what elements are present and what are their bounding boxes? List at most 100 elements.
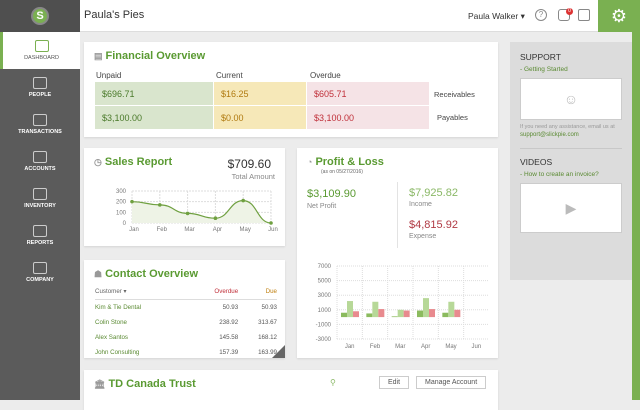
pie-icon: ◔ (307, 157, 313, 167)
x-tick-label: Feb (157, 227, 168, 233)
x-tick-label: May (445, 344, 456, 350)
sidebar-item-label: TRANSACTIONS (18, 129, 62, 135)
bell-icon[interactable]: 0 (558, 8, 573, 21)
contact-overview-card: ☗ Contact Overview Customer ▾ Overdue Due K… (84, 260, 285, 358)
customer-column-header[interactable]: Customer ▾ (95, 284, 190, 300)
pl-bar (347, 301, 353, 318)
pl-bar (397, 309, 404, 318)
sales-report-title: ◷ Sales Report (94, 156, 173, 168)
sales-total-label: Total Amount (231, 172, 275, 181)
accounts-icon (33, 151, 47, 163)
expense-value: $4,815.92 (409, 219, 458, 231)
financial-overview-card: ▤ Financial Overview Unpaid Current Overd… (84, 42, 498, 137)
payables-label: Payables (437, 113, 468, 122)
overdue-amount: 145.58 (219, 334, 239, 341)
user-menu[interactable]: Paula Walker ▾ (468, 11, 525, 21)
pl-bar (353, 311, 359, 318)
y-tick-label: 3000 (318, 293, 332, 299)
sidebar-item-people[interactable]: PEOPLE (0, 69, 80, 106)
sidebar: S DASHBOARD PEOPLE TRANSACTIONS ACCOUNTS INV… (0, 0, 80, 400)
customer-name[interactable]: John Consulting (95, 349, 140, 356)
due-amount: 163.99 (258, 349, 277, 356)
search-icon[interactable]: ⚲ (330, 378, 336, 387)
y-tick-label: 200 (116, 200, 127, 206)
x-tick-label: Mar (184, 227, 194, 233)
due-amount: 50.93 (261, 304, 277, 311)
video-thumbnail-play-icon[interactable]: ▶ (520, 183, 622, 233)
table-row[interactable]: John Consulting 157.39 163.99 (95, 345, 277, 360)
y-tick-label: 300 (116, 189, 127, 195)
x-tick-label: Jun (471, 344, 481, 350)
logo[interactable]: S (0, 0, 80, 32)
sales-line (131, 199, 272, 224)
payables-unpaid[interactable]: $3,100.00 (95, 106, 213, 129)
invoice-video-link[interactable]: - How to create an invoice? (520, 171, 599, 178)
sidebar-item-label: REPORTS (26, 240, 54, 246)
bank-title: 🏛 TD Canada Trust (94, 378, 196, 390)
sales-point (130, 199, 134, 204)
pl-bar (366, 313, 373, 318)
table-row[interactable]: Colin Stone 238.92 313.67 (95, 315, 277, 330)
header-unpaid: Unpaid (96, 71, 122, 80)
company-name[interactable]: Paula's Pies (84, 9, 145, 21)
sidebar-item-accounts[interactable]: ACCOUNTS (0, 143, 80, 180)
pl-bar (341, 312, 347, 318)
getting-started-link[interactable]: - Getting Started (520, 66, 568, 73)
divider (397, 182, 398, 248)
receivables-label: Receivables (434, 90, 475, 99)
sales-point (241, 198, 245, 203)
overdue-amount: 50.93 (222, 304, 239, 311)
payables-current[interactable]: $0.00 (214, 106, 306, 129)
receivables-unpaid[interactable]: $696.71 (95, 82, 213, 105)
sidebar-item-label: PEOPLE (28, 92, 52, 98)
income-value: $7,925.82 (409, 187, 458, 199)
table-row[interactable]: Alex Santos 145.58 168.12 (95, 330, 277, 345)
header: Paula's Pies Paula Walker ▾ ? 0 ⚙ (80, 0, 640, 32)
y-tick-label: 1000 (318, 308, 332, 314)
edit-button[interactable]: Edit (379, 376, 410, 389)
pl-bar (378, 309, 385, 318)
customer-name[interactable]: Kim & Tie Dental (95, 304, 142, 311)
help-icon[interactable]: ? (535, 9, 547, 21)
x-tick-label: May (240, 227, 251, 233)
due-amount: 313.67 (258, 319, 277, 326)
sales-point (185, 211, 190, 216)
bank-icon: 🏛 (94, 379, 106, 389)
sales-report-card: ◷ Sales Report $709.60 Total Amount 0 100 2… (84, 148, 285, 246)
receivables-overdue[interactable]: $605.71 (307, 82, 429, 105)
y-tick-label: 100 (116, 210, 127, 216)
receivables-current[interactable]: $16.25 (214, 82, 306, 105)
support-agent-image[interactable]: ☺ (520, 78, 622, 120)
chart-icon (34, 40, 49, 52)
as-of-date: (as on 05/27/2016) (321, 169, 363, 175)
support-email-link[interactable]: support@slickpie.com (520, 132, 579, 138)
payables-overdue[interactable]: $3,100.00 (307, 106, 429, 129)
reports-icon (33, 225, 47, 237)
contact-overview-title: ☗ Contact Overview (94, 268, 198, 280)
settings-gear-icon[interactable]: ⚙ (598, 0, 640, 32)
logo-icon: S (31, 7, 49, 25)
notification-badge: 0 (566, 8, 573, 15)
document-icon[interactable] (578, 9, 590, 21)
contacts-table: Customer ▾ Overdue Due Kim & Tie Dental 50.… (95, 284, 277, 360)
support-panel: SUPPORT - Getting Started ☺ If you need … (510, 42, 632, 280)
x-tick-label: Jan (345, 344, 355, 350)
sidebar-item-dashboard[interactable]: DASHBOARD (0, 32, 80, 69)
manage-account-button[interactable]: Manage Account (416, 376, 487, 389)
sidebar-item-label: COMPANY (26, 277, 54, 283)
sidebar-item-inventory[interactable]: INVENTORY (0, 180, 80, 217)
table-row[interactable]: Kim & Tie Dental 50.93 50.93 (95, 300, 277, 316)
transactions-icon (33, 114, 47, 126)
sidebar-item-label: DASHBOARD (24, 55, 59, 61)
sidebar-item-company[interactable]: COMPANY (0, 254, 80, 291)
x-tick-label: Feb (370, 344, 381, 350)
sidebar-item-reports[interactable]: REPORTS (0, 217, 80, 254)
expand-corner-icon[interactable] (272, 345, 285, 358)
pl-bar (423, 298, 429, 318)
overdue-amount: 157.39 (219, 349, 239, 356)
sidebar-item-transactions[interactable]: TRANSACTIONS (0, 106, 80, 143)
customer-name[interactable]: Colin Stone (95, 319, 127, 326)
customer-name[interactable]: Alex Santos (95, 334, 129, 341)
profit-loss-card: ◔ Profit & Loss (as on 05/27/2016) $3,109… (297, 148, 498, 358)
support-text: If you need any assistance, email us at (520, 124, 615, 130)
